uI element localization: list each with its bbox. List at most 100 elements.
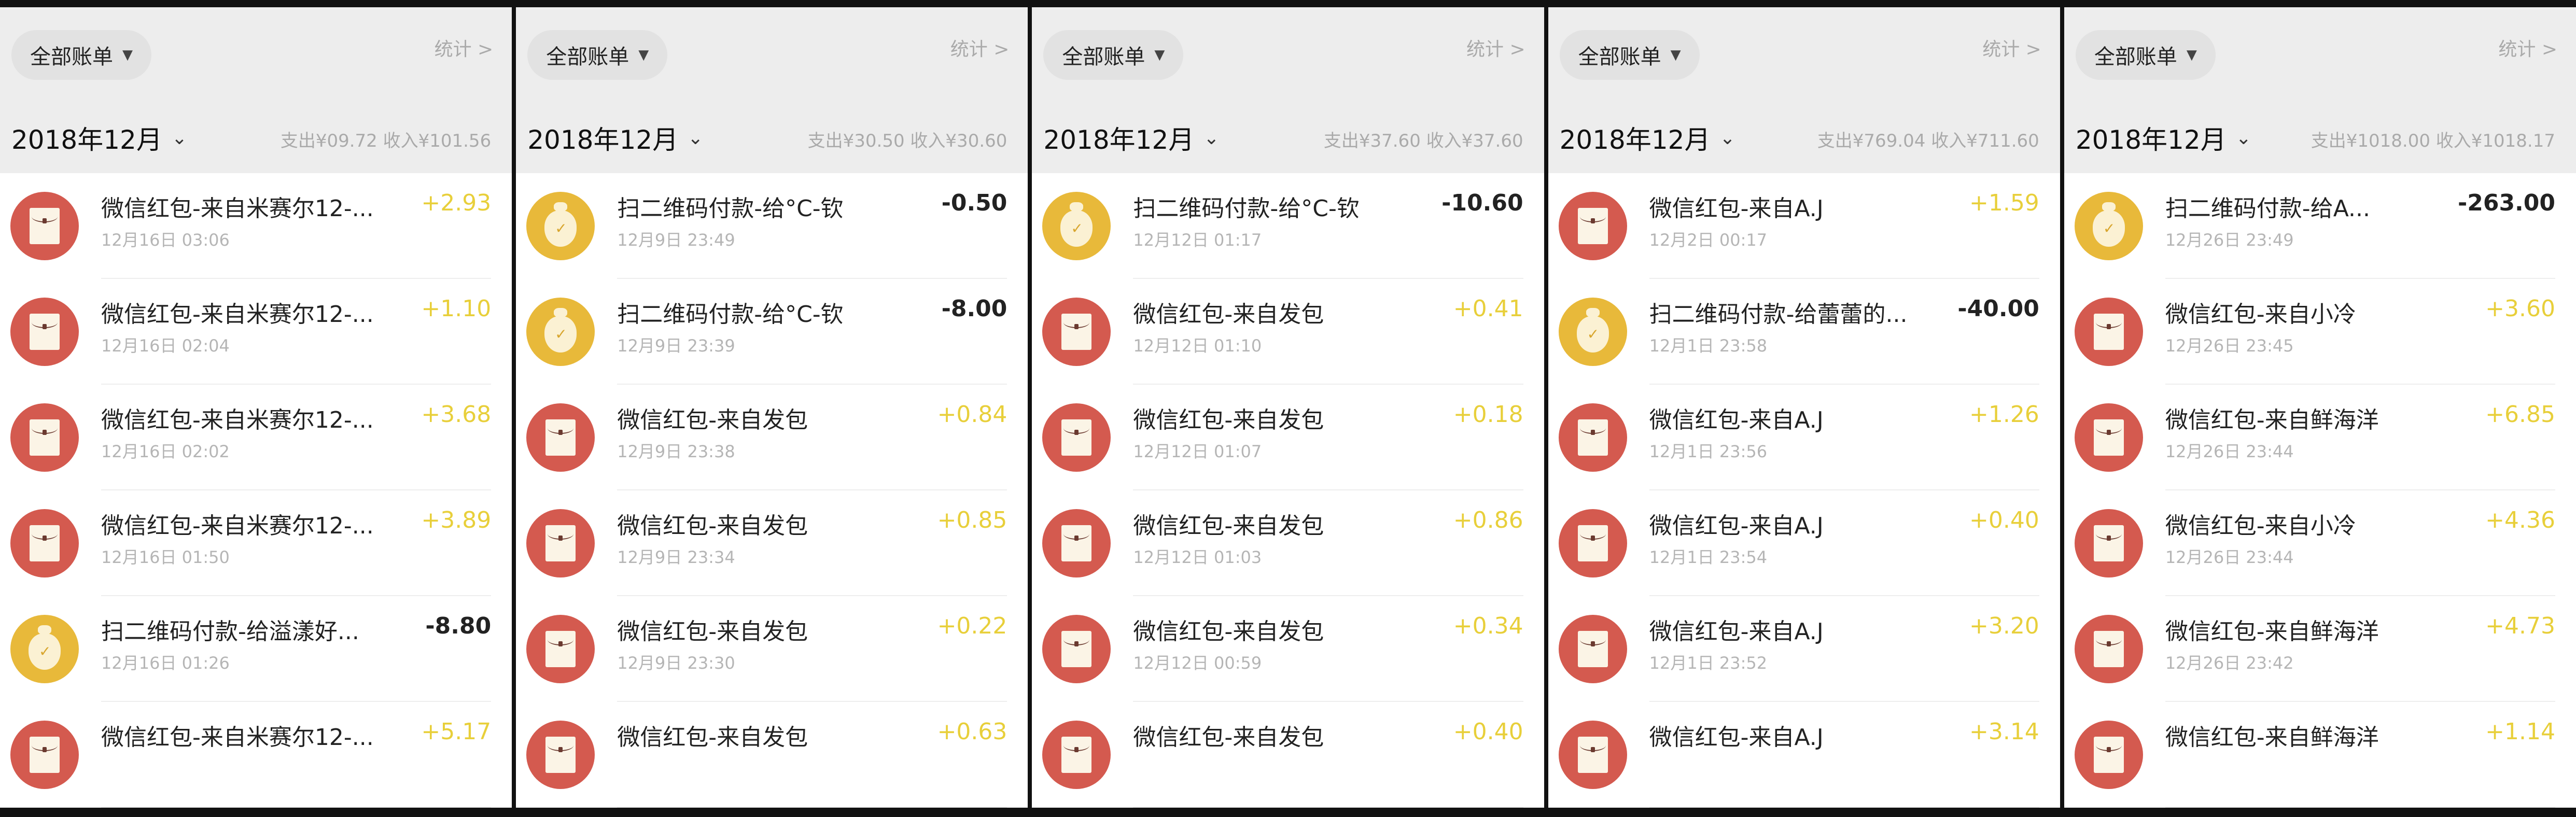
all-bills-filter-button[interactable]: 全部账单 ▼	[11, 30, 151, 80]
transaction-date: 12月12日 01:17	[1133, 230, 1262, 250]
all-bills-filter-button[interactable]: 全部账单 ▼	[527, 30, 668, 80]
transaction-date: 12月2日 00:17	[1649, 230, 1768, 250]
all-bills-filter-button[interactable]: 全部账单 ▼	[2075, 30, 2216, 80]
transaction-amount: +1.26	[1969, 401, 2039, 428]
chevron-down-icon: ⌄	[1719, 127, 1735, 149]
transaction-row[interactable]: 扫二维码付款-给蕾蕾的... 12月1日 23:58 -40.00	[1548, 279, 2060, 385]
red-packet-icon	[1558, 403, 1627, 472]
transaction-row[interactable]: 微信红包-来自小冷 12月26日 23:45 +3.60	[2064, 279, 2576, 385]
transaction-date: 12月9日 23:39	[617, 336, 735, 356]
transaction-row[interactable]: 微信红包-来自发包 12月12日 00:59 +0.34	[1032, 596, 1544, 702]
red-packet-icon	[1042, 721, 1111, 789]
bill-panel: 全部账单 ▼ 统计 > 2018年12月 ⌄ 支出¥30.50 收入¥30.60…	[516, 7, 1028, 808]
transaction-row[interactable]: 微信红包-来自发包 +0.40	[1032, 702, 1544, 808]
transaction-title: 微信红包-来自A.J	[1649, 724, 1824, 751]
transaction-row[interactable]: 微信红包-来自米赛尔12-... 12月16日 01:50 +3.89	[0, 490, 512, 596]
month-picker[interactable]: 2018年12月 ⌄	[2076, 119, 2251, 157]
month-picker[interactable]: 2018年12月 ⌄	[1043, 119, 1219, 157]
transaction-row[interactable]: 微信红包-来自A.J +3.14	[1548, 702, 2060, 808]
statistics-link[interactable]: 统计 >	[950, 39, 1010, 60]
month-summary: 支出¥09.72 收入¥101.56	[280, 131, 492, 151]
transaction-title: 微信红包-来自小冷	[2165, 301, 2356, 328]
transaction-row[interactable]: 微信红包-来自A.J 12月1日 23:52 +3.20	[1548, 596, 2060, 702]
all-bills-filter-button[interactable]: 全部账单 ▼	[1043, 30, 1184, 80]
transaction-title: 扫二维码付款-给A...	[2165, 195, 2370, 222]
transaction-row[interactable]: 微信红包-来自A.J 12月1日 23:56 +1.26	[1548, 385, 2060, 490]
month-label: 2018年12月	[2075, 125, 2227, 155]
transaction-title: 微信红包-来自发包	[1133, 618, 1324, 645]
transaction-row[interactable]: 微信红包-来自米赛尔12-... 12月16日 02:02 +3.68	[0, 385, 512, 490]
transaction-row[interactable]: 微信红包-来自米赛尔12-... +5.17	[0, 702, 512, 808]
transaction-row[interactable]: 扫二维码付款-给°C-钦 12月9日 23:39 -8.00	[516, 279, 1028, 385]
transaction-title: 微信红包-来自发包	[617, 407, 808, 433]
transaction-row[interactable]: 微信红包-来自鲜海洋 +1.14	[2064, 702, 2576, 808]
statistics-link[interactable]: 统计 >	[1982, 39, 2041, 60]
transaction-amount: +3.60	[2485, 295, 2556, 322]
transaction-list: 微信红包-来自A.J 12月2日 00:17 +1.59 扫二维码付款-给蕾蕾的...…	[1548, 173, 2060, 808]
month-summary: 支出¥37.60 收入¥37.60	[1323, 131, 1523, 151]
transaction-row[interactable]: 微信红包-来自发包 12月9日 23:30 +0.22	[516, 596, 1028, 702]
filter-label: 全部账单	[1062, 45, 1145, 69]
all-bills-filter-button[interactable]: 全部账单 ▼	[1559, 30, 1700, 80]
transaction-title: 微信红包-来自鲜海洋	[2165, 724, 2379, 751]
transaction-row[interactable]: 扫二维码付款-给溢漾好... 12月16日 01:26 -8.80	[0, 596, 512, 702]
envelope-glyph	[1577, 631, 1608, 667]
transaction-title: 微信红包-来自发包	[617, 513, 808, 539]
statistics-link[interactable]: 统计 >	[2498, 39, 2558, 60]
transaction-amount: +0.34	[1453, 613, 1523, 639]
transaction-row[interactable]: 扫二维码付款-给A... 12月26日 23:49 -263.00	[2064, 173, 2576, 279]
transaction-amount: +0.85	[937, 507, 1007, 533]
envelope-glyph	[30, 525, 60, 561]
transaction-row[interactable]: 扫二维码付款-给°C-钦 12月12日 01:17 -10.60	[1032, 173, 1544, 279]
transaction-date: 12月16日 01:26	[101, 653, 230, 673]
red-packet-icon	[1558, 192, 1627, 260]
transaction-title: 微信红包-来自A.J	[1649, 618, 1824, 645]
month-picker[interactable]: 2018年12月 ⌄	[11, 119, 187, 157]
transaction-row[interactable]: 微信红包-来自小冷 12月26日 23:44 +4.36	[2064, 490, 2576, 596]
transaction-row[interactable]: 微信红包-来自发包 12月12日 01:07 +0.18	[1032, 385, 1544, 490]
transaction-date: 12月9日 23:30	[617, 653, 735, 673]
bag-glyph	[1576, 308, 1609, 353]
transaction-title: 微信红包-来自发包	[1133, 301, 1324, 328]
transaction-row[interactable]: 微信红包-来自米赛尔12-... 12月16日 02:04 +1.10	[0, 279, 512, 385]
month-label: 2018年12月	[1559, 125, 1711, 155]
transaction-date: 12月16日 02:02	[101, 442, 230, 461]
red-packet-icon	[10, 298, 79, 366]
filter-label: 全部账单	[1578, 45, 1661, 69]
envelope-glyph	[2093, 525, 2124, 561]
bill-header: 全部账单 ▼ 统计 > 2018年12月 ⌄ 支出¥09.72 收入¥101.5…	[0, 7, 512, 173]
transaction-amount: +0.84	[937, 401, 1007, 428]
transaction-title: 微信红包-来自发包	[617, 618, 808, 645]
transaction-row[interactable]: 微信红包-来自发包 12月9日 23:38 +0.84	[516, 385, 1028, 490]
transaction-row[interactable]: 扫二维码付款-给°C-钦 12月9日 23:49 -0.50	[516, 173, 1028, 279]
transaction-title: 微信红包-来自米赛尔12-...	[101, 195, 374, 222]
transaction-row[interactable]: 微信红包-来自鲜海洋 12月26日 23:42 +4.73	[2064, 596, 2576, 702]
bag-glyph	[29, 625, 61, 670]
transaction-date: 12月9日 23:49	[617, 230, 735, 250]
envelope-glyph	[2093, 314, 2124, 350]
envelope-glyph	[1061, 419, 1092, 456]
transaction-row[interactable]: 微信红包-来自鲜海洋 12月26日 23:44 +6.85	[2064, 385, 2576, 490]
envelope-glyph	[545, 737, 576, 773]
transaction-date: 12月1日 23:56	[1649, 442, 1768, 461]
red-packet-icon	[1042, 509, 1111, 577]
month-picker[interactable]: 2018年12月 ⌄	[1560, 119, 1735, 157]
transaction-row[interactable]: 微信红包-来自发包 12月12日 01:03 +0.86	[1032, 490, 1544, 596]
month-picker[interactable]: 2018年12月 ⌄	[527, 119, 703, 157]
transaction-row[interactable]: 微信红包-来自米赛尔12-... 12月16日 03:06 +2.93	[0, 173, 512, 279]
statistics-link[interactable]: 统计 >	[434, 39, 494, 60]
transaction-row[interactable]: 微信红包-来自发包 12月12日 01:10 +0.41	[1032, 279, 1544, 385]
red-packet-icon	[1558, 509, 1627, 577]
transaction-row[interactable]: 微信红包-来自发包 12月9日 23:34 +0.85	[516, 490, 1028, 596]
red-packet-icon	[526, 509, 595, 577]
transaction-date: 12月16日 03:06	[101, 230, 230, 250]
transaction-title: 扫二维码付款-给蕾蕾的...	[1649, 301, 1908, 328]
transaction-row[interactable]: 微信红包-来自发包 +0.63	[516, 702, 1028, 808]
envelope-glyph	[1577, 737, 1608, 773]
transaction-row[interactable]: 微信红包-来自A.J 12月1日 23:54 +0.40	[1548, 490, 2060, 596]
red-packet-icon	[10, 192, 79, 260]
transaction-title: 扫二维码付款-给°C-钦	[617, 195, 844, 222]
transaction-row[interactable]: 微信红包-来自A.J 12月2日 00:17 +1.59	[1548, 173, 2060, 279]
statistics-link[interactable]: 统计 >	[1466, 39, 1525, 60]
transaction-title: 微信红包-来自鲜海洋	[2165, 407, 2379, 433]
